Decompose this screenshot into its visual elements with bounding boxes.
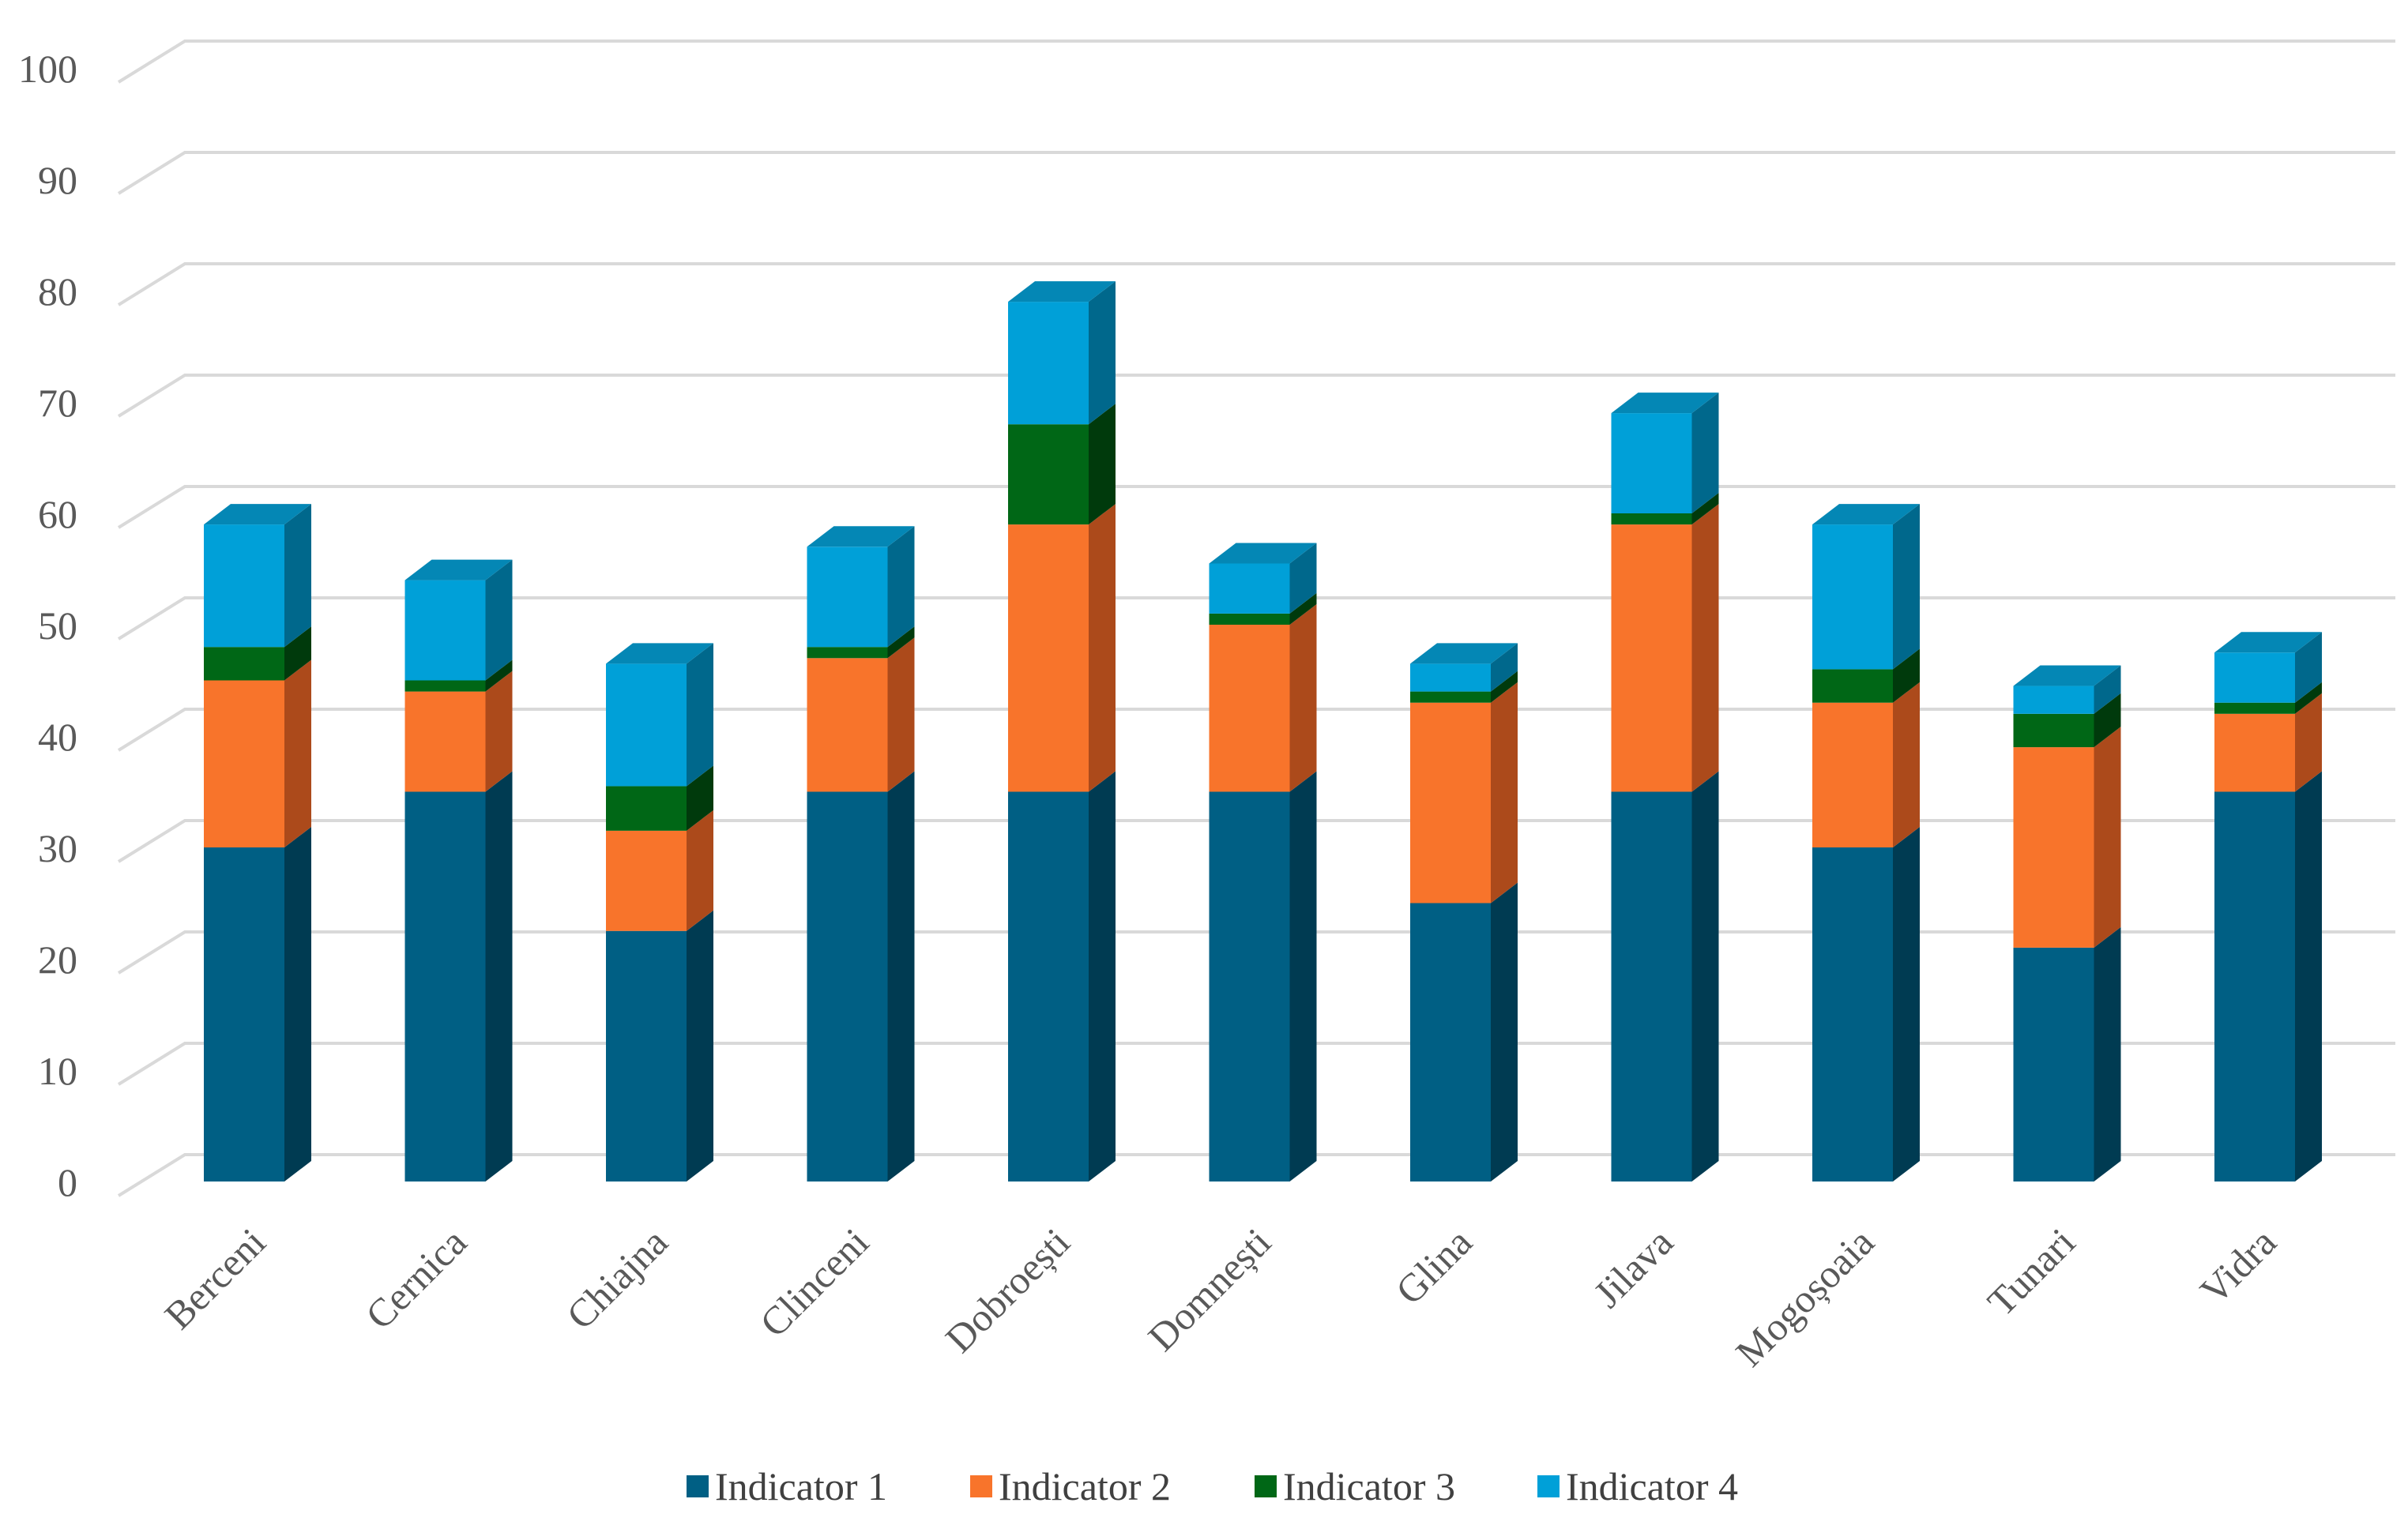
- y-axis: 0 10 20 30 40 50 60 70 80 90 100: [18, 47, 77, 1204]
- gridline: [117, 374, 2395, 418]
- bar-segment-indicator-2: [404, 671, 513, 792]
- bar-segment-indicator-1: [1209, 771, 1317, 1182]
- y-tick-label: 10: [38, 1049, 77, 1093]
- legend: Indicator 1 Indicator 2 Indicator 3 Indicat…: [687, 1464, 1738, 1508]
- bar-segment-indicator-3: [1611, 493, 1719, 525]
- x-tick-label: Berceni: [156, 1219, 274, 1338]
- y-tick-label: 70: [38, 381, 77, 425]
- bar-segment-indicator-3: [807, 626, 915, 659]
- bar-segment-indicator-1: [2013, 926, 2121, 1182]
- gridline: [117, 39, 2395, 84]
- x-tick-label: Clinceni: [751, 1219, 877, 1345]
- legend-label: Indicator 4: [1566, 1464, 1738, 1508]
- bar-segment-indicator-3: [1410, 671, 1518, 703]
- bar-segment-indicator-1: [606, 910, 713, 1182]
- y-tick-label: 0: [58, 1160, 77, 1204]
- bar-segment-indicator-2: [606, 810, 713, 931]
- bar-segment-indicator-1: [1410, 882, 1518, 1182]
- bars: [204, 281, 2322, 1182]
- bar-segment-indicator-4: [204, 504, 311, 648]
- x-tick-label: Domnești: [1139, 1219, 1279, 1359]
- bar-segment-indicator-3: [606, 765, 713, 831]
- bar-segment-indicator-1: [404, 771, 513, 1182]
- x-tick-label: Vidra: [2192, 1219, 2285, 1313]
- x-tick-label: Chiajna: [558, 1219, 676, 1338]
- bar-segment-indicator-4: [2214, 632, 2322, 703]
- bar-segment-indicator-2: [1410, 682, 1518, 904]
- x-tick-label: Jilava: [1585, 1219, 1681, 1316]
- bar-segment-indicator-3: [404, 659, 513, 692]
- y-tick-label: 60: [38, 492, 77, 536]
- x-axis: Berceni Cernica Chiajna Clinceni Dobroești Do…: [156, 1219, 2285, 1375]
- bar-segment-indicator-3: [1209, 592, 1317, 625]
- legend-swatch: [1255, 1475, 1277, 1497]
- bar-segment-indicator-3: [2013, 693, 2121, 748]
- bar-segment-indicator-4: [2013, 665, 2121, 714]
- gridline: [117, 262, 2395, 306]
- bar-segment-indicator-1: [204, 827, 311, 1182]
- bar-segment-indicator-2: [2214, 693, 2322, 792]
- y-tick-label: 30: [38, 826, 77, 870]
- bar-segment-indicator-1: [2214, 771, 2322, 1182]
- bar-segment-indicator-4: [606, 643, 713, 787]
- bar-segment-indicator-2: [2013, 727, 2121, 948]
- bar-segment-indicator-2: [1209, 604, 1317, 792]
- bar-segment-indicator-1: [1008, 771, 1116, 1182]
- legend-swatch: [970, 1475, 992, 1497]
- bar-segment-indicator-4: [1611, 393, 1719, 513]
- bar-segment-indicator-4: [1812, 504, 1920, 670]
- bar-segment-indicator-3: [204, 626, 311, 681]
- y-tick-label: 80: [38, 269, 77, 314]
- legend-label: Indicator 1: [715, 1464, 887, 1508]
- bar-segment-indicator-4: [1209, 543, 1317, 614]
- bar-segment-indicator-2: [1812, 682, 1920, 847]
- legend-item: Indicator 3: [1255, 1464, 1455, 1508]
- bar-segment-indicator-1: [807, 771, 915, 1182]
- legend-label: Indicator 2: [999, 1464, 1171, 1508]
- bar-segment-indicator-2: [1611, 504, 1719, 792]
- bar-segment-indicator-4: [1410, 643, 1518, 692]
- bar-segment-indicator-3: [1812, 648, 1920, 703]
- legend-swatch: [687, 1475, 709, 1497]
- bar-segment-indicator-3: [2214, 682, 2322, 714]
- gridline: [117, 485, 2395, 529]
- gridline: [117, 151, 2395, 195]
- x-tick-label: Glina: [1387, 1219, 1481, 1313]
- bar-segment-indicator-4: [807, 526, 915, 648]
- legend-label: Indicator 3: [1283, 1464, 1455, 1508]
- bar-segment-indicator-2: [1008, 504, 1116, 792]
- x-tick-label: Cernica: [357, 1219, 476, 1338]
- y-tick-label: 50: [38, 603, 77, 648]
- legend-item: Indicator 4: [1537, 1464, 1738, 1508]
- x-tick-label: Mogoșoaia: [1727, 1219, 1883, 1375]
- bar-segment-indicator-3: [1008, 404, 1116, 525]
- bar-segment-indicator-2: [807, 637, 915, 792]
- x-tick-label: Dobroești: [937, 1219, 1078, 1361]
- bar-segment-indicator-1: [1611, 771, 1719, 1182]
- y-tick-label: 20: [38, 937, 77, 982]
- legend-item: Indicator 2: [970, 1464, 1171, 1508]
- bar-segment-indicator-4: [404, 559, 513, 681]
- bar-segment-indicator-2: [204, 659, 311, 847]
- x-tick-label: Tunari: [1979, 1219, 2084, 1324]
- bar-segment-indicator-1: [1812, 827, 1920, 1182]
- y-tick-label: 90: [38, 158, 77, 202]
- gridlines: [117, 39, 2395, 1197]
- bar-segment-indicator-4: [1008, 281, 1116, 425]
- y-tick-label: 100: [18, 47, 77, 91]
- y-tick-label: 40: [38, 715, 77, 759]
- legend-item: Indicator 1: [687, 1464, 887, 1508]
- legend-swatch: [1537, 1475, 1560, 1497]
